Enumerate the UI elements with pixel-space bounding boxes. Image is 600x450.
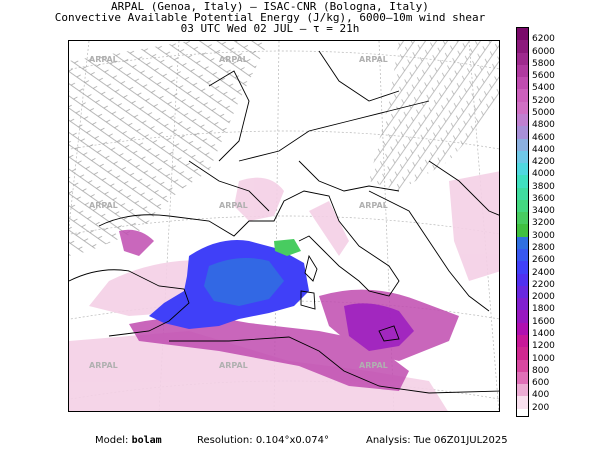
colorbar-cell xyxy=(517,249,528,262)
watermark: ARPAL xyxy=(359,361,388,370)
colorbar-level-label: 5600 xyxy=(532,71,555,82)
title-line-3: 03 UTC Wed 02 JUL – τ = 21h xyxy=(180,22,360,35)
cape-peak xyxy=(274,239,301,256)
footer-analysis: Analysis: Tue 06Z01JUL2025 xyxy=(366,435,508,447)
colorbar-level-label: 4000 xyxy=(532,169,555,180)
watermark: ARPAL xyxy=(89,201,118,210)
colorbar-level-label: 2000 xyxy=(532,292,555,303)
colorbar-level-label: 1400 xyxy=(532,328,555,339)
colorbar-level-label: 5800 xyxy=(532,58,555,69)
colorbar xyxy=(516,27,529,417)
colorbar-level-label: 1800 xyxy=(532,304,555,315)
colorbar-level-label: 1000 xyxy=(532,353,555,364)
cape-very-high xyxy=(204,257,284,306)
resolution-label: Resolution: xyxy=(197,435,253,446)
model-value: bolam xyxy=(131,435,162,446)
colorbar-level-label: 4400 xyxy=(532,144,555,155)
colorbar-level-label: 3800 xyxy=(532,181,555,192)
colorbar-level-label: 3400 xyxy=(532,206,555,217)
colorbar-cell xyxy=(517,273,528,287)
colorbar-level-label: 1200 xyxy=(532,341,555,352)
colorbar-level-label: 6000 xyxy=(532,46,555,57)
colorbar-level-label: 2200 xyxy=(532,279,555,290)
watermark: ARPAL xyxy=(89,55,118,64)
colorbar-cell xyxy=(517,101,528,115)
watermark: ARPAL xyxy=(219,361,248,370)
cape-map xyxy=(69,41,499,411)
colorbar-level-label: 4800 xyxy=(532,120,555,131)
colorbar-level-label: 5200 xyxy=(532,95,555,106)
colorbar-cell xyxy=(517,199,528,213)
colorbar-level-label: 400 xyxy=(532,390,550,401)
colorbar-cell xyxy=(517,371,528,385)
colorbar-cell xyxy=(517,138,528,152)
footer-resolution: Resolution: 0.104°x0.074° xyxy=(197,435,329,447)
colorbar-cell xyxy=(517,40,528,54)
colorbar-cell xyxy=(517,113,528,127)
colorbar-cell xyxy=(517,347,528,360)
colorbar-level-label: 1600 xyxy=(532,316,555,327)
title-line-1: ARPAL (Genoa, Italy) – ISAC-CNR (Bologna… xyxy=(111,0,429,13)
colorbar-cell xyxy=(517,212,528,225)
colorbar-level-label: 5000 xyxy=(532,107,555,118)
colorbar-cell xyxy=(517,224,528,238)
map-frame: ARPAL ARPAL ARPAL ARPAL ARPAL ARPAL ARPA… xyxy=(68,40,500,412)
colorbar-level-label: 2600 xyxy=(532,255,555,266)
colorbar-level-label: 4600 xyxy=(532,132,555,143)
colorbar-cell xyxy=(517,322,528,336)
colorbar-level-label: 2800 xyxy=(532,243,555,253)
colorbar-cell xyxy=(517,408,528,416)
coastlines xyxy=(69,50,499,394)
colorbar-level-label: 4200 xyxy=(532,157,555,168)
colorbar-level-label: 3600 xyxy=(532,193,555,204)
colorbar-cell xyxy=(517,163,528,176)
colorbar-cell xyxy=(517,298,528,311)
colorbar-cell xyxy=(517,150,528,164)
colorbar-cell xyxy=(517,384,528,397)
colorbar-cell xyxy=(517,310,528,324)
watermark: ARPAL xyxy=(219,55,248,64)
colorbar-level-label: 6200 xyxy=(532,34,555,45)
footer-model: Model: bolam xyxy=(95,435,162,447)
colorbar-cell xyxy=(517,77,528,90)
colorbar-cell xyxy=(517,64,528,78)
colorbar-cell xyxy=(517,52,528,66)
colorbar-cell xyxy=(517,236,528,250)
colorbar-cell xyxy=(517,396,528,410)
analysis-label: Analysis: xyxy=(366,435,411,446)
colorbar-level-label: 5400 xyxy=(532,83,555,94)
wind-barbs xyxy=(69,41,499,256)
colorbar-cell xyxy=(517,175,528,189)
colorbar-level-label: 200 xyxy=(532,402,550,413)
colorbar-level-label: 3000 xyxy=(532,230,555,241)
colorbar-cell xyxy=(517,285,528,299)
colorbar-level-label: 800 xyxy=(532,365,550,376)
colorbar-cell xyxy=(517,334,528,348)
colorbar-cell xyxy=(517,359,528,373)
title-line-2: Convective Available Potential Energy (J… xyxy=(54,11,486,24)
resolution-value: 0.104°x0.074° xyxy=(255,435,329,446)
watermark: ARPAL xyxy=(359,201,388,210)
colorbar-level-label: 2400 xyxy=(532,267,555,278)
colorbar-level-label: 3200 xyxy=(532,218,555,229)
colorbar-cell xyxy=(517,126,528,139)
model-label: Model: xyxy=(95,435,129,446)
analysis-value: Tue 06Z01JUL2025 xyxy=(413,435,508,446)
watermark: ARPAL xyxy=(359,55,388,64)
watermark: ARPAL xyxy=(89,361,118,370)
colorbar-cell xyxy=(517,28,528,41)
colorbar-cell xyxy=(517,187,528,201)
watermark: ARPAL xyxy=(219,201,248,210)
colorbar-level-label: 600 xyxy=(532,378,550,389)
colorbar-cell xyxy=(517,89,528,103)
colorbar-cell xyxy=(517,261,528,275)
